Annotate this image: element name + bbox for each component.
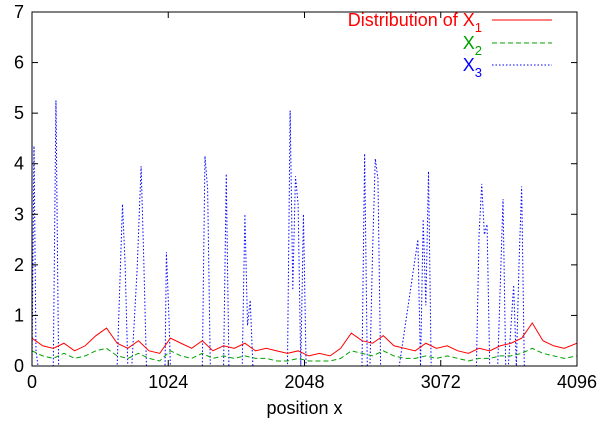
series-line-1 (32, 323, 577, 356)
series-line-2 (32, 348, 577, 361)
y-tick-label: 4 (14, 154, 24, 174)
x-tick-label: 3072 (421, 372, 461, 392)
y-tick-label: 1 (14, 305, 24, 325)
x-tick-label: 1024 (148, 372, 188, 392)
y-tick-label: 6 (14, 53, 24, 73)
x-tick-label: 0 (27, 372, 37, 392)
y-tick-label: 2 (14, 255, 24, 275)
series-line-3 (32, 101, 577, 367)
series-layer (32, 101, 577, 367)
legend-label-1: Distribution of X1 (348, 10, 482, 35)
legend-label-3: X3 (463, 55, 482, 80)
y-tick-label: 5 (14, 103, 24, 123)
tick-labels-layer: 0 1024 2048 3072 4096 0 1 2 3 4 5 6 7 (14, 2, 597, 392)
x-tick-label: 4096 (557, 372, 597, 392)
y-tick-label: 7 (14, 2, 24, 22)
plot-frame (32, 12, 577, 366)
y-tick-label: 0 (14, 356, 24, 376)
x-axis-label: position x (266, 398, 342, 418)
ticks-layer (32, 12, 577, 366)
y-tick-label: 3 (14, 204, 24, 224)
x-tick-label: 2048 (284, 372, 324, 392)
